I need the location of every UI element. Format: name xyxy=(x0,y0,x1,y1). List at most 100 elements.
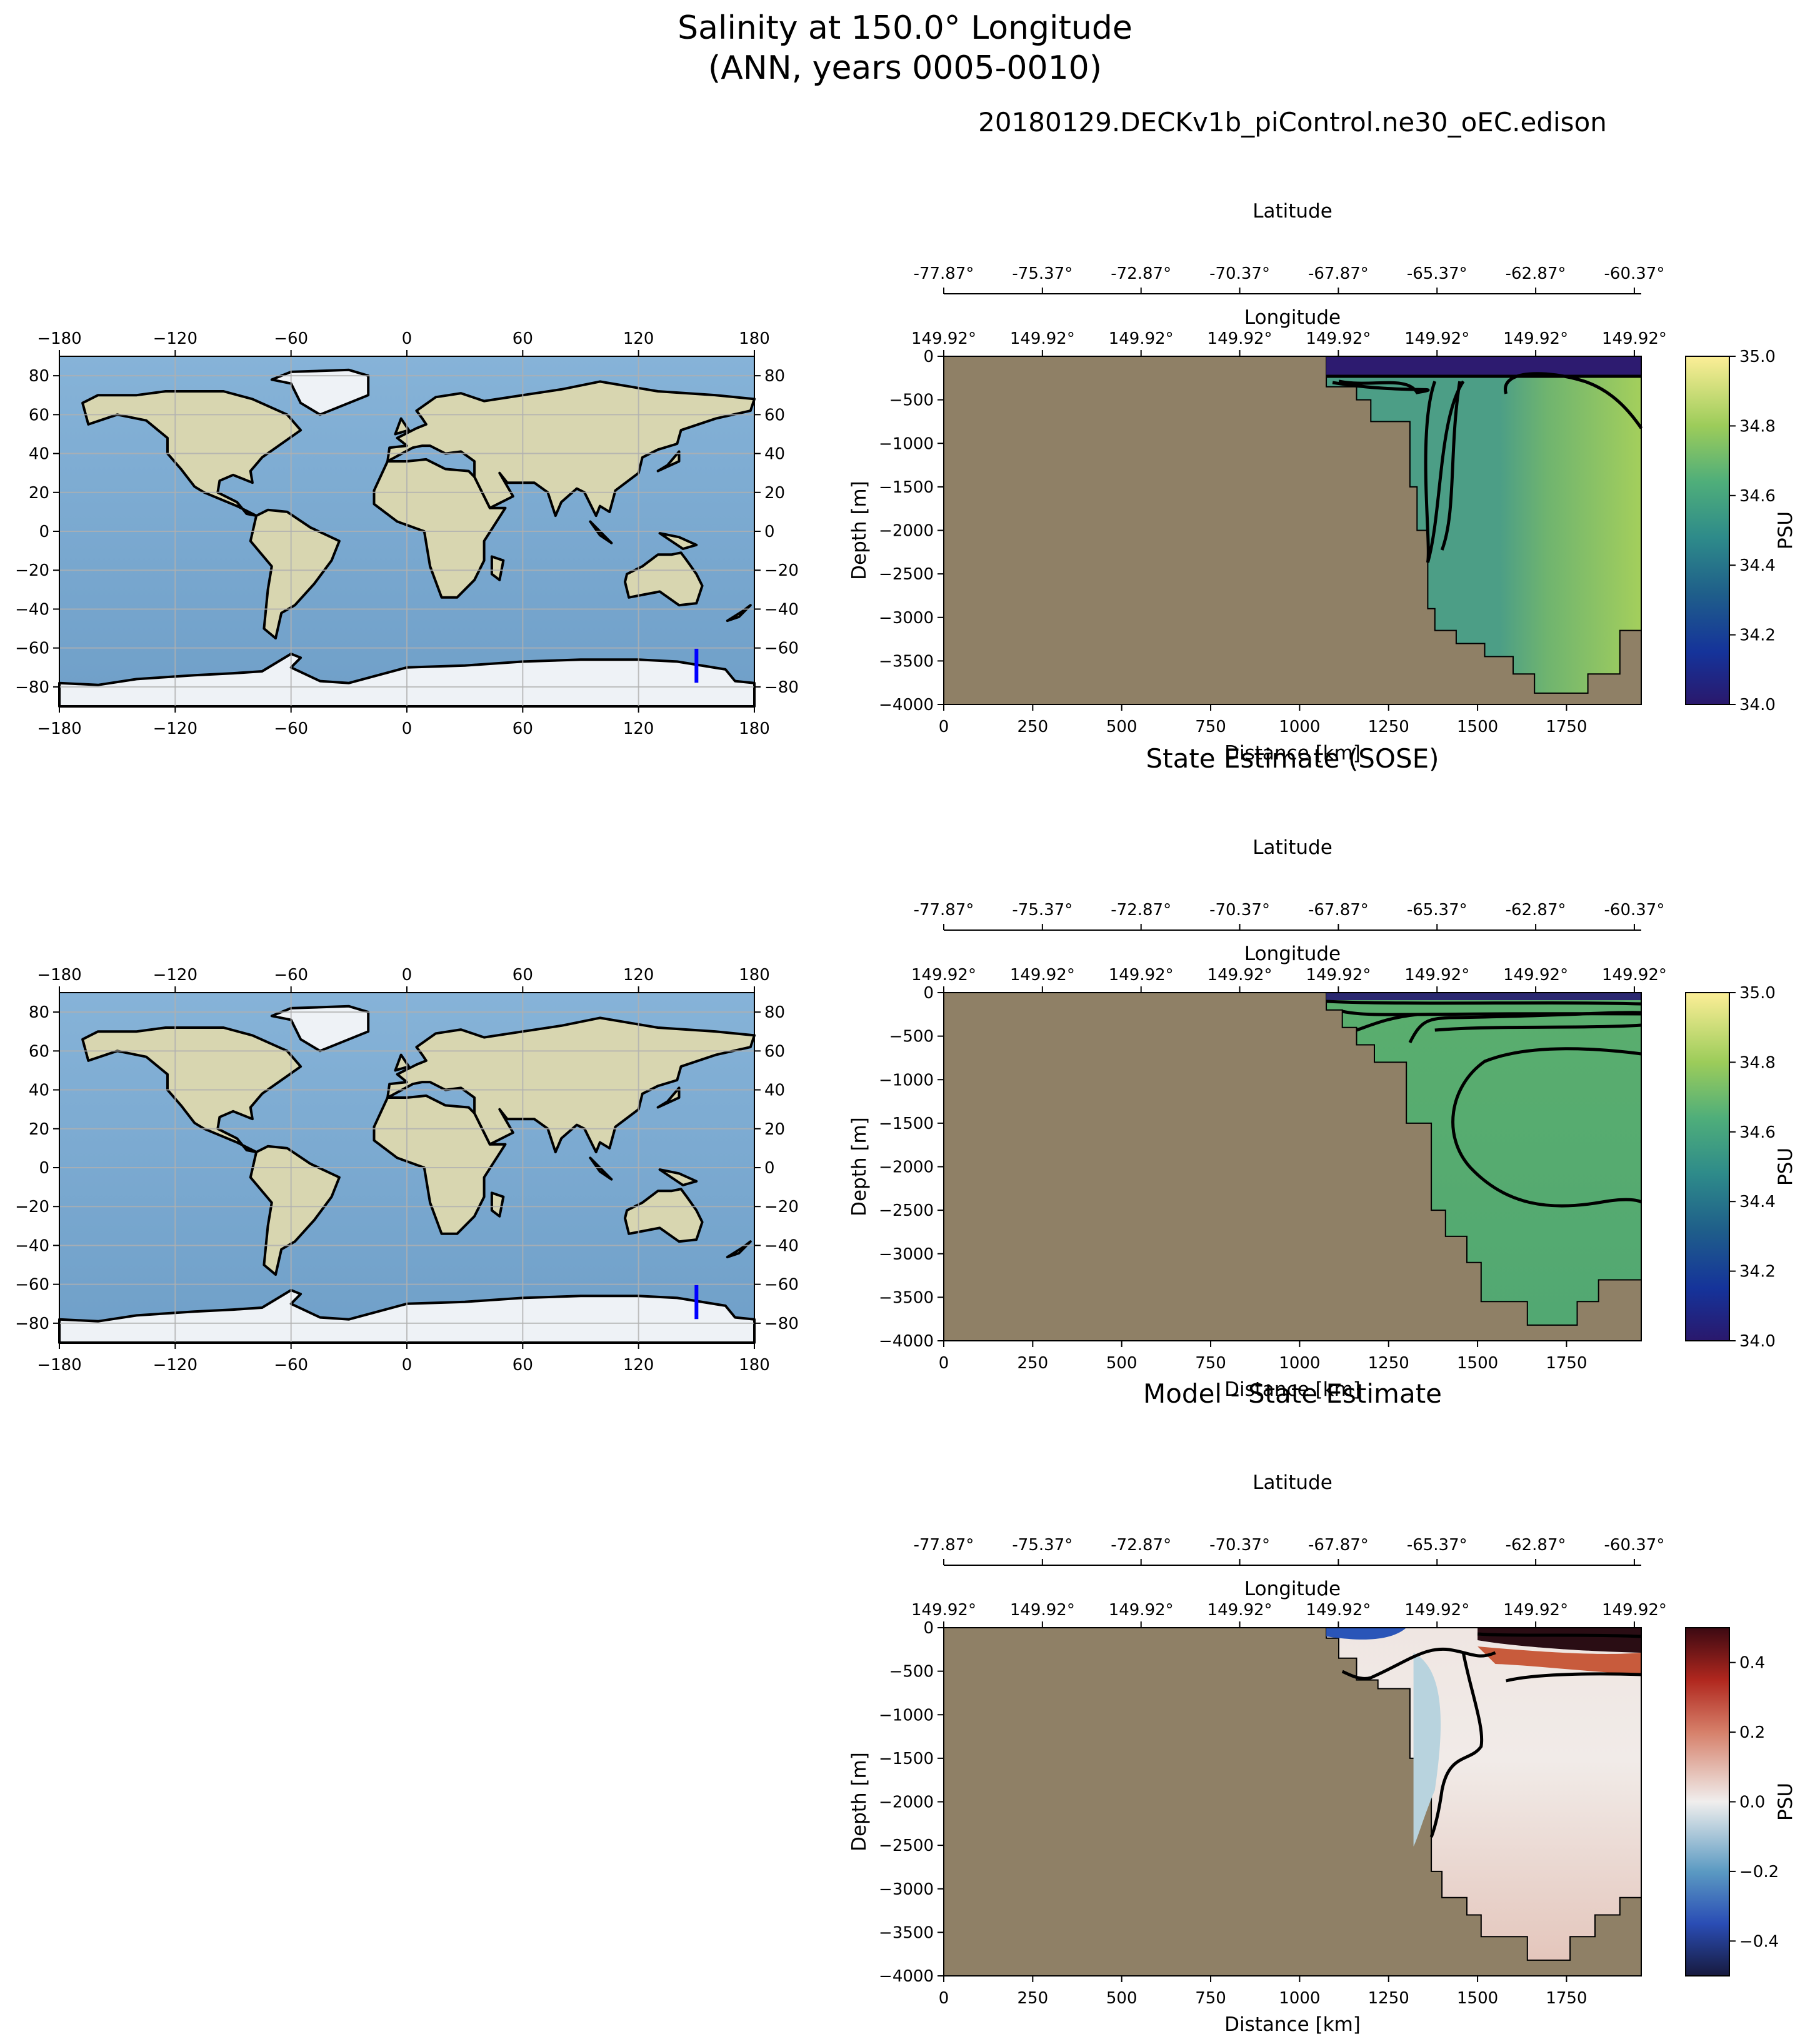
map-landmass xyxy=(726,604,752,623)
map-landmass xyxy=(394,417,411,436)
map-xtick-label: 120 xyxy=(623,966,654,984)
figure-title: Salinity at 150.0° Longitude xyxy=(678,9,1132,47)
latitude-axis-label: Latitude xyxy=(1252,836,1332,859)
longitude-tick-label: 149.92° xyxy=(1404,329,1469,348)
latitude-tick-label: -75.37° xyxy=(1012,1536,1072,1555)
maps-layer: −180 −180 −120 −120 −60 −60 0 0 60 60 120 120 180 180… xyxy=(15,329,799,1375)
transect-panels: 20180129.DECKv1b_piControl.ne30_oEC.edis… xyxy=(848,107,1797,2036)
colorbar-label: PSU xyxy=(1774,1783,1797,1821)
x-tick-label: 250 xyxy=(1018,1354,1049,1373)
map-ytick-label: 80 xyxy=(29,367,49,386)
map-xtick-label: −180 xyxy=(37,966,81,984)
x-tick-label: 0 xyxy=(939,718,949,736)
latitude-tick-label: -67.87° xyxy=(1308,264,1369,283)
longitude-tick-label: 149.92° xyxy=(1109,1601,1174,1620)
map-ytick-label: 80 xyxy=(764,367,785,386)
longitude-tick-label: 149.92° xyxy=(911,966,976,984)
map-landmass xyxy=(589,520,613,544)
contour-line xyxy=(1440,381,1462,551)
map-landmass xyxy=(658,532,698,550)
contour-line xyxy=(1506,1672,1642,1683)
map-ytick-label: −80 xyxy=(15,1315,49,1333)
latitude-tick-label: -65.37° xyxy=(1407,1536,1468,1555)
map-ytick-label: −40 xyxy=(15,1236,49,1255)
world-map-2: −180 −180 −120 −120 −60 −60 0 0 60 60 120 120 180 180… xyxy=(15,966,799,1375)
transect-panel-3: Model - State Estimate Latitude Longitude -… xyxy=(848,1378,1797,2036)
map-ytick-label: −80 xyxy=(764,1315,799,1333)
y-axis-label: Depth [m] xyxy=(848,1117,871,1216)
longitude-tick-label: 149.92° xyxy=(1503,1601,1568,1620)
colorbar-tick-label: 35.0 xyxy=(1739,348,1776,366)
longitude-tick-label: 149.92° xyxy=(1109,966,1174,984)
map-xtick-label: −120 xyxy=(153,719,198,738)
map-xtick-label: 180 xyxy=(739,966,770,984)
colorbar-tick-label: 34.6 xyxy=(1739,487,1776,506)
y-tick-label: −500 xyxy=(889,391,934,410)
longitude-tick-label: 149.92° xyxy=(1010,329,1075,348)
y-tick-label: −1000 xyxy=(879,1071,934,1090)
x-tick-label: 250 xyxy=(1018,718,1049,736)
y-axis-label: Depth [m] xyxy=(848,481,871,580)
map-ytick-label: 0 xyxy=(764,523,775,541)
map-ytick-label: −60 xyxy=(15,1276,49,1295)
world-map-1: −180 −180 −120 −120 −60 −60 0 0 60 60 120 120 180 180… xyxy=(15,329,799,738)
map-xtick-label: −120 xyxy=(153,966,198,984)
x-tick-label: 250 xyxy=(1018,1989,1049,2008)
longitude-tick-label: 149.92° xyxy=(1010,966,1075,984)
y-tick-label: −2000 xyxy=(879,522,934,541)
x-tick-label: 1000 xyxy=(1279,1989,1320,2008)
colorbar-tick-label: 34.8 xyxy=(1739,417,1776,436)
contour-line xyxy=(1477,1632,1642,1638)
map-ytick-label: 20 xyxy=(29,1120,49,1139)
y-tick-label: −1500 xyxy=(879,478,934,497)
contour-line xyxy=(1434,1023,1642,1032)
longitude-axis-label: Longitude xyxy=(1244,306,1341,329)
x-axis-label: Distance [km] xyxy=(1224,2013,1361,2036)
panel-title: 20180129.DECKv1b_piControl.ne30_oEC.edis… xyxy=(978,107,1607,138)
x-tick-label: 750 xyxy=(1195,1989,1226,2008)
latitude-tick-label: -65.37° xyxy=(1407,264,1468,283)
map-xtick-label: 180 xyxy=(739,329,770,348)
map-ytick-label: 20 xyxy=(764,1120,785,1139)
y-tick-label: 0 xyxy=(923,984,934,1003)
x-tick-label: 1500 xyxy=(1457,1354,1498,1373)
map-landmass xyxy=(726,1240,752,1259)
contour-line xyxy=(1356,1013,1418,1032)
map-ytick-label: −20 xyxy=(15,1198,49,1216)
longitude-tick-label: 149.92° xyxy=(1208,1601,1272,1620)
x-tick-label: 750 xyxy=(1195,1354,1226,1373)
y-tick-label: −3000 xyxy=(879,609,934,628)
longitude-tick-label: 149.92° xyxy=(911,1601,976,1620)
map-ytick-label: 60 xyxy=(764,1042,785,1061)
map-landmass xyxy=(589,1156,613,1181)
map-xtick-label: 60 xyxy=(512,329,533,348)
y-tick-label: −3000 xyxy=(879,1880,934,1899)
longitude-tick-label: 149.92° xyxy=(1404,1601,1469,1620)
longitude-tick-label: 149.92° xyxy=(1109,329,1174,348)
map-ytick-label: 60 xyxy=(29,1042,49,1061)
longitude-axis-label: Longitude xyxy=(1244,1578,1341,1600)
colorbar-tick-label: 34.2 xyxy=(1739,1263,1776,1281)
map-ytick-label: −60 xyxy=(764,1276,799,1295)
y-tick-label: −4000 xyxy=(879,696,934,714)
contour-line xyxy=(1504,372,1643,429)
map-xtick-label: −180 xyxy=(37,329,81,348)
latitude-tick-label: -62.87° xyxy=(1506,264,1566,283)
x-tick-label: 1750 xyxy=(1546,1989,1587,2008)
colorbar-tick-label: 34.6 xyxy=(1739,1123,1776,1142)
map-ytick-label: −80 xyxy=(15,678,49,697)
map-ytick-label: 80 xyxy=(29,1003,49,1022)
x-tick-label: 750 xyxy=(1195,718,1226,736)
longitude-tick-label: 149.92° xyxy=(1010,1601,1075,1620)
map-xtick-label: 180 xyxy=(739,1356,770,1375)
map-landmass xyxy=(656,1086,681,1109)
contour-line xyxy=(1424,380,1465,563)
map-xtick-label: −180 xyxy=(37,1356,81,1375)
y-tick-label: −3500 xyxy=(879,1288,934,1307)
map-ytick-label: −20 xyxy=(764,1198,799,1216)
x-tick-label: 1500 xyxy=(1457,718,1498,736)
y-tick-label: −1000 xyxy=(879,434,934,453)
ocean-field xyxy=(1326,992,1642,1326)
longitude-tick-label: 149.92° xyxy=(1503,329,1568,348)
latitude-tick-label: -62.87° xyxy=(1506,1536,1566,1555)
